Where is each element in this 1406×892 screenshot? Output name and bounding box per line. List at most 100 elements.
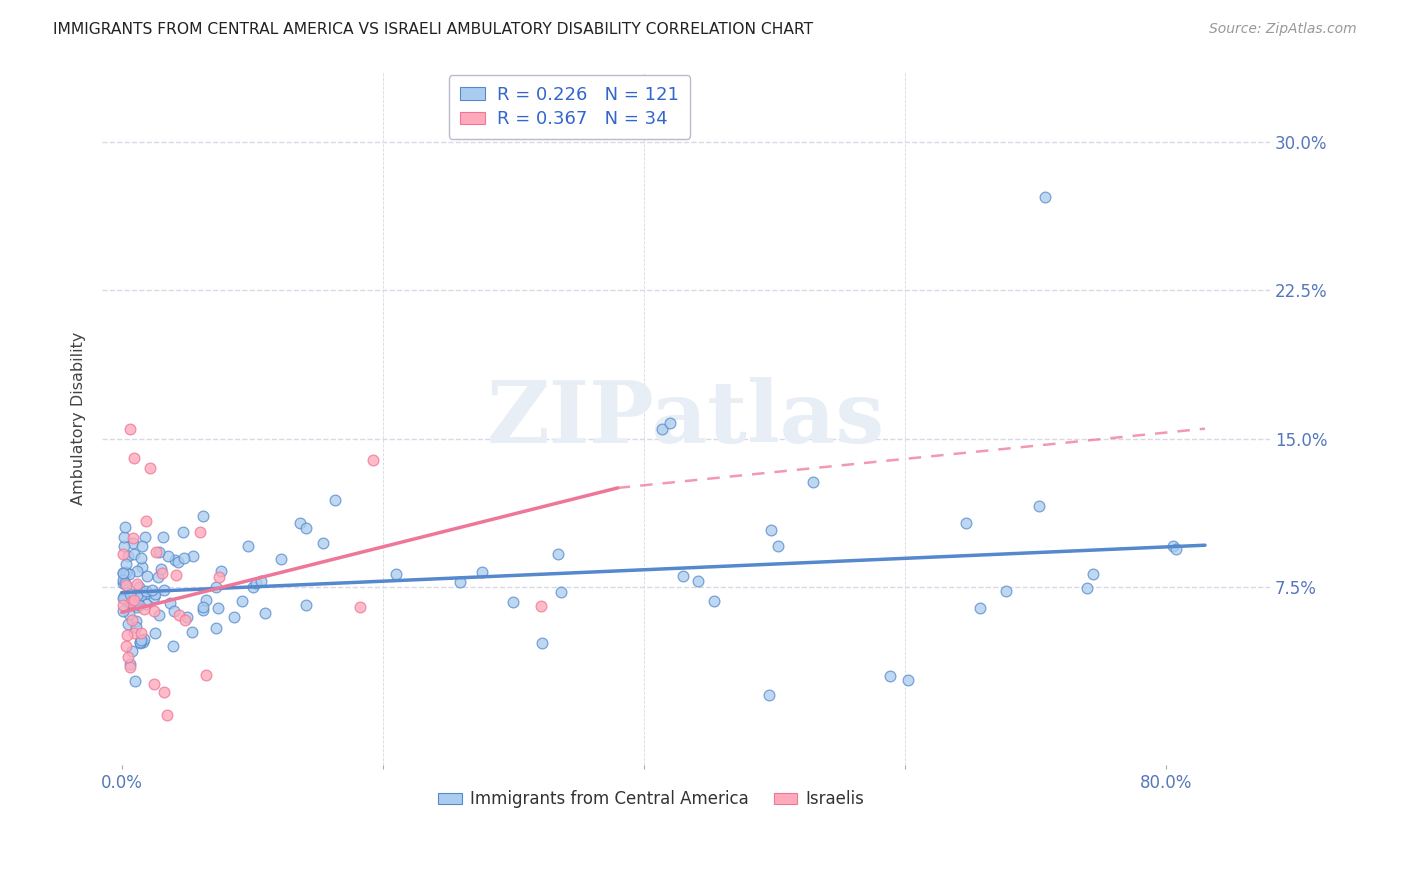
Point — [758, 689, 780, 703]
Point — [112, 566, 135, 581]
Point — [125, 565, 148, 579]
Point — [193, 509, 215, 524]
Point — [146, 570, 169, 584]
Point — [121, 644, 143, 658]
Point — [207, 601, 229, 615]
Point — [165, 553, 187, 567]
Point — [122, 536, 145, 550]
Point — [1076, 582, 1098, 596]
Point — [120, 597, 142, 611]
Point — [153, 583, 176, 598]
Legend: Immigrants from Central America, Israelis: Immigrants from Central America, Israeli… — [432, 784, 870, 815]
Point — [131, 539, 153, 553]
Point — [801, 475, 824, 489]
Point — [766, 539, 789, 553]
Point — [124, 451, 146, 466]
Point — [236, 540, 259, 554]
Point — [191, 600, 214, 615]
Point — [134, 632, 156, 646]
Point — [112, 591, 135, 606]
Point — [208, 569, 231, 583]
Point — [125, 599, 148, 614]
Point — [323, 493, 346, 508]
Point — [143, 604, 166, 618]
Point — [205, 621, 228, 635]
Point — [142, 677, 165, 691]
Point — [112, 604, 135, 618]
Point — [250, 574, 273, 588]
Point — [361, 452, 384, 467]
Point — [136, 585, 159, 599]
Point — [1163, 539, 1185, 553]
Point — [117, 549, 139, 564]
Point — [112, 573, 135, 587]
Point — [955, 516, 977, 530]
Point — [142, 591, 165, 605]
Point — [122, 625, 145, 640]
Point — [122, 597, 145, 611]
Y-axis label: Ambulatory Disability: Ambulatory Disability — [72, 332, 86, 506]
Point — [502, 594, 524, 608]
Point — [129, 588, 152, 602]
Point — [165, 568, 187, 582]
Point — [115, 628, 138, 642]
Point — [1083, 566, 1105, 581]
Point — [145, 625, 167, 640]
Point — [131, 560, 153, 574]
Point — [205, 581, 228, 595]
Text: ZIPatlas: ZIPatlas — [488, 376, 886, 461]
Point — [1035, 190, 1057, 204]
Point — [128, 581, 150, 595]
Point — [118, 607, 141, 622]
Point — [188, 525, 211, 540]
Point — [138, 461, 160, 475]
Point — [122, 531, 145, 545]
Point — [153, 685, 176, 699]
Point — [115, 558, 138, 572]
Point — [288, 516, 311, 530]
Point — [112, 548, 135, 562]
Point — [531, 636, 554, 650]
Point — [209, 564, 232, 578]
Point — [115, 577, 138, 591]
Point — [114, 575, 136, 590]
Point — [1164, 541, 1187, 556]
Point — [135, 514, 157, 528]
Point — [254, 607, 277, 621]
Point — [114, 539, 136, 553]
Point — [349, 599, 371, 614]
Point — [550, 585, 572, 599]
Point — [112, 592, 135, 607]
Point — [125, 589, 148, 603]
Point — [121, 594, 143, 608]
Point — [245, 576, 267, 591]
Point — [136, 568, 159, 582]
Point — [132, 635, 155, 649]
Point — [157, 549, 180, 563]
Point — [115, 593, 138, 607]
Point — [174, 613, 197, 627]
Point — [897, 673, 920, 687]
Point — [156, 708, 179, 723]
Point — [114, 519, 136, 533]
Point — [969, 600, 991, 615]
Point — [120, 595, 142, 609]
Point — [181, 549, 204, 563]
Point — [181, 625, 204, 640]
Point — [162, 639, 184, 653]
Point — [134, 530, 156, 544]
Point — [125, 620, 148, 634]
Point — [128, 598, 150, 612]
Point — [114, 530, 136, 544]
Point — [295, 598, 318, 612]
Point — [118, 587, 141, 601]
Point — [703, 594, 725, 608]
Point — [125, 615, 148, 629]
Point — [150, 566, 173, 580]
Point — [176, 609, 198, 624]
Point — [270, 552, 292, 566]
Point — [224, 610, 246, 624]
Point — [122, 547, 145, 561]
Point — [121, 613, 143, 627]
Point — [159, 596, 181, 610]
